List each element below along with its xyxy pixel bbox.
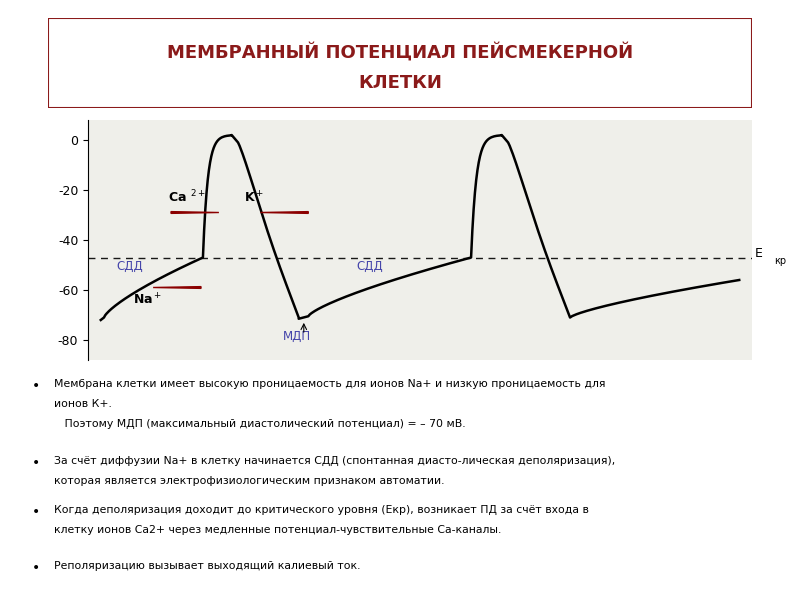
Text: Реполяризацию вызывает выходящий калиевый ток.: Реполяризацию вызывает выходящий калиевы… [54,560,361,571]
Text: КЛЕТКИ: КЛЕТКИ [358,74,442,92]
Text: МДП: МДП [282,330,311,343]
Text: ионов К+.: ионов К+. [54,398,112,409]
Text: K$^+$: K$^+$ [245,190,264,205]
Polygon shape [153,287,201,289]
Text: •: • [31,505,40,519]
Text: Na$^+$: Na$^+$ [133,293,162,308]
Text: Ca $^{2+}$: Ca $^{2+}$ [168,189,206,205]
Text: кр: кр [774,256,786,266]
Text: •: • [31,379,40,392]
Text: За счёт диффузии Na+ в клетку начинается СДД (спонтанная диасто-лическая деполяр: За счёт диффузии Na+ в клетку начинается… [54,457,615,466]
Text: Поэтому МДП (максимальный диастолический потенциал) = – 70 мВ.: Поэтому МДП (максимальный диастолический… [54,419,466,428]
Text: СДД: СДД [117,260,143,273]
Text: МЕМБРАННЫЙ ПОТЕНЦИАЛ ПЕЙСМЕКЕРНОЙ: МЕМБРАННЫЙ ПОТЕНЦИАЛ ПЕЙСМЕКЕРНОЙ [167,43,633,62]
Text: •: • [31,560,40,575]
Text: СДД: СДД [356,260,383,273]
Text: клетку ионов Са2+ через медленные потенциал-чувствительные Са-каналы.: клетку ионов Са2+ через медленные потенц… [54,525,502,535]
Text: E: E [755,247,763,260]
Text: которая является электрофизиологическим признаком автоматии.: которая является электрофизиологическим … [54,476,445,487]
Text: •: • [31,457,40,470]
FancyBboxPatch shape [48,18,752,108]
Text: Когда деполяризация доходит до критического уровня (Екр), возникает ПД за счёт в: Когда деполяризация доходит до критическ… [54,505,589,515]
Polygon shape [260,212,308,214]
Text: Мембрана клетки имеет высокую проницаемость для ионов Na+ и низкую проницаемость: Мембрана клетки имеет высокую проницаемо… [54,379,606,389]
Polygon shape [171,212,219,214]
